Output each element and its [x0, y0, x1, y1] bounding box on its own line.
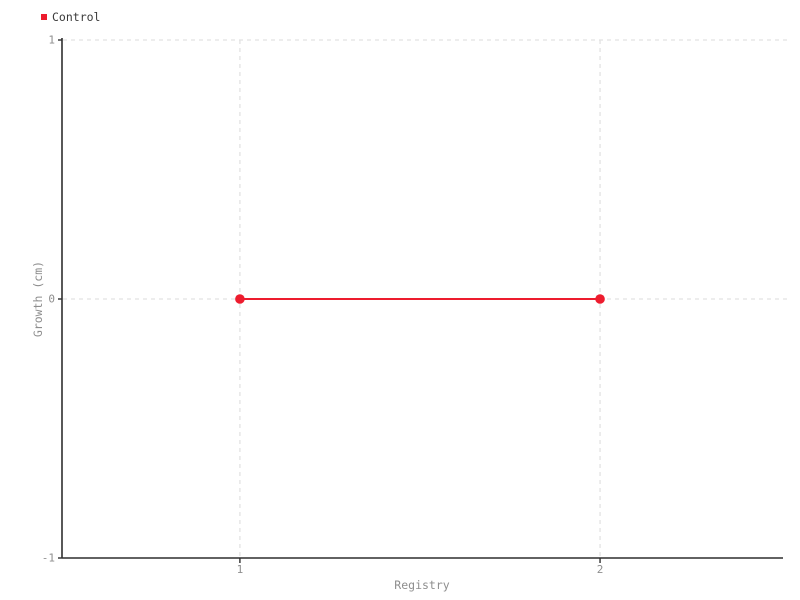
- axes: [61, 38, 783, 559]
- svg-text:1: 1: [237, 563, 244, 576]
- legend: Control: [41, 10, 100, 24]
- svg-text:2: 2: [597, 563, 604, 576]
- series-control: [235, 294, 605, 304]
- svg-text:1: 1: [48, 34, 55, 47]
- legend-swatch-icon: [41, 14, 47, 20]
- x-axis-title: Registry: [394, 578, 450, 592]
- y-axis-title: Growth (cm): [31, 260, 45, 338]
- tick-labels: -1 0 1 1 2: [42, 34, 604, 576]
- legend-label: Control: [52, 10, 101, 24]
- tick-marks: [58, 39, 601, 563]
- svg-text:-1: -1: [42, 552, 55, 565]
- svg-text:0: 0: [48, 293, 55, 306]
